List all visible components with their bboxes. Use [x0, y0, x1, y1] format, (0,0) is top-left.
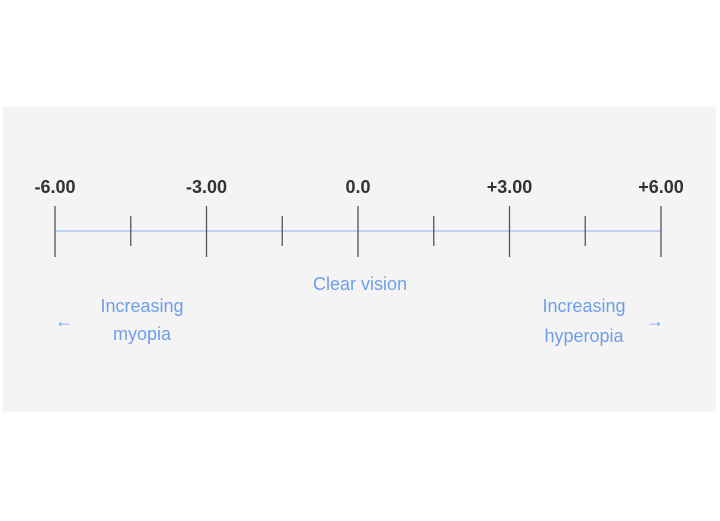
hyperopia-label-line1: Increasing [542, 296, 625, 316]
myopia-label-line1: Increasing [100, 296, 183, 316]
clear-vision-label: Clear vision [313, 274, 407, 294]
left-arrow-icon: ← [55, 311, 73, 331]
tick-label: -3.00 [186, 177, 227, 197]
tick-label: +3.00 [487, 177, 533, 197]
diagram-panel [3, 107, 716, 412]
tick-label: +6.00 [638, 177, 684, 197]
myopia-label-line2: myopia [113, 324, 172, 344]
hyperopia-label-line2: hyperopia [544, 326, 624, 346]
tick-label: -6.00 [34, 177, 75, 197]
tick-label: 0.0 [345, 177, 370, 197]
right-arrow-icon: → [646, 311, 664, 331]
